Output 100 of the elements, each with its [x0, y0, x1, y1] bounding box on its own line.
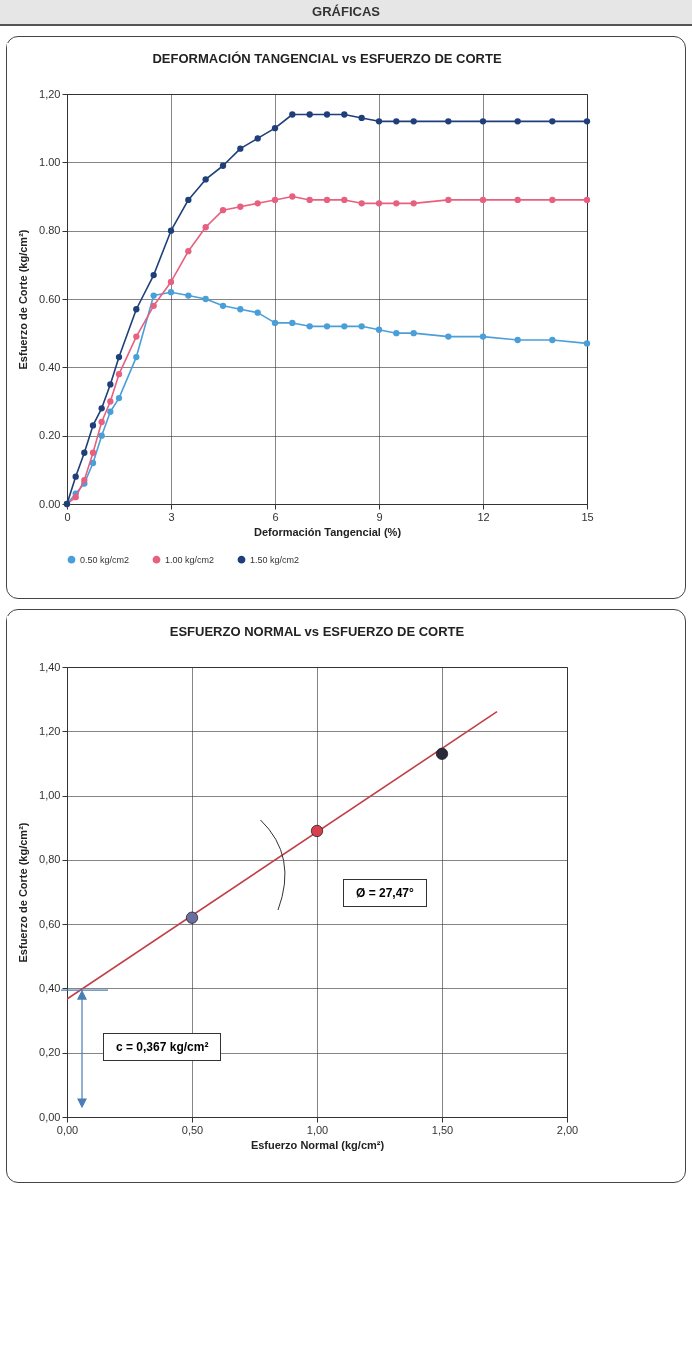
- point: [72, 494, 79, 501]
- point: [341, 196, 348, 204]
- point: [549, 336, 556, 344]
- y-tick-label: 0.60: [39, 292, 61, 305]
- legend-label: 1.50 kg/cm2: [250, 554, 300, 565]
- point: [219, 162, 227, 169]
- x-axis-title: Deformación Tangencial (%): [253, 525, 402, 538]
- chart-title: ESFUERZO NORMAL vs ESFUERZO DE CORTE: [169, 624, 465, 639]
- point: [219, 302, 227, 309]
- point: [323, 323, 331, 330]
- legend-label: 1.00 kg/cm2: [165, 554, 215, 565]
- point: [479, 333, 487, 340]
- point: [410, 200, 417, 207]
- chart-title: DEFORMACIÓN TANGENCIAL vs ESFUERZO DE CORTE: [152, 51, 502, 66]
- x-tick-label: 9: [376, 510, 383, 523]
- point: [310, 824, 324, 838]
- x-tick-label: 1,50: [431, 1123, 454, 1136]
- point: [150, 302, 157, 309]
- point: [289, 193, 296, 200]
- point: [133, 353, 140, 361]
- point: [271, 319, 279, 327]
- point: [393, 200, 400, 207]
- point: [289, 319, 296, 327]
- x-tick-label: 12: [477, 510, 490, 523]
- legend-label: 0.50 kg/cm2: [80, 554, 130, 565]
- point: [514, 336, 521, 344]
- point: [81, 476, 88, 484]
- point: [237, 306, 244, 313]
- point: [115, 353, 123, 361]
- point: [583, 340, 591, 347]
- point: [375, 118, 383, 125]
- point: [133, 306, 140, 313]
- point: [89, 422, 97, 429]
- x-tick-label: 6: [272, 510, 279, 523]
- y-tick-label: 0,40: [39, 981, 61, 994]
- annotation: Ø = 27,47°: [343, 878, 427, 907]
- y-tick-label: 0,00: [39, 1110, 61, 1123]
- point: [185, 248, 192, 255]
- y-tick-label: 0.20: [39, 429, 61, 442]
- x-tick-label: 2,00: [556, 1123, 579, 1136]
- point: [514, 196, 521, 204]
- point: [167, 278, 175, 286]
- point: [323, 111, 331, 118]
- point: [549, 118, 556, 125]
- point: [306, 111, 313, 118]
- point: [445, 196, 452, 204]
- y-tick-label: 0,20: [39, 1046, 61, 1059]
- point: [289, 111, 296, 118]
- y-axis-title: Esfuerzo de Corte (kg/cm²): [17, 822, 30, 963]
- point: [549, 196, 556, 204]
- point: [202, 295, 209, 303]
- point: [479, 196, 487, 204]
- point: [107, 381, 114, 388]
- y-tick-label: 0.40: [39, 360, 61, 373]
- y-tick-label: 0.00: [39, 497, 61, 510]
- point: [133, 333, 140, 340]
- point: [341, 323, 348, 330]
- point: [98, 432, 105, 439]
- point: [98, 405, 105, 412]
- y-tick-label: 1,40: [39, 660, 61, 673]
- point: [115, 371, 123, 378]
- point: [306, 323, 313, 330]
- point: [185, 911, 199, 924]
- y-tick-label: 1,20: [39, 87, 61, 100]
- point: [410, 118, 417, 125]
- point: [358, 114, 365, 122]
- text: GRÁFICAS: [0, 0, 692, 26]
- point: [115, 394, 123, 402]
- point: [445, 118, 452, 125]
- point: [167, 289, 175, 296]
- point: [583, 196, 591, 204]
- point: [583, 118, 591, 125]
- annotation: c = 0,367 kg/cm²: [103, 1032, 222, 1061]
- point: [72, 473, 79, 480]
- point: [89, 459, 97, 467]
- x-axis-title: Esfuerzo Normal (kg/cm²): [250, 1138, 385, 1151]
- point: [375, 326, 383, 333]
- point: [237, 203, 244, 210]
- y-tick-label: 0.80: [39, 224, 61, 237]
- x-tick-label: 3: [168, 510, 175, 523]
- point: [107, 408, 114, 415]
- x-tick-label: 0,00: [56, 1123, 79, 1136]
- point: [306, 196, 313, 204]
- y-tick-label: 0,80: [39, 853, 61, 866]
- point: [254, 135, 261, 142]
- point: [89, 449, 97, 456]
- point: [375, 200, 383, 207]
- point: [410, 330, 417, 337]
- point: [185, 292, 192, 299]
- y-axis-title: Esfuerzo de Corte (kg/cm²): [17, 229, 30, 370]
- point: [479, 118, 487, 125]
- y-tick-label: 1,00: [39, 789, 61, 802]
- point: [514, 118, 521, 125]
- point: [254, 200, 261, 207]
- point: [167, 227, 175, 234]
- point: [202, 224, 209, 231]
- point: [219, 207, 227, 214]
- point: [271, 125, 279, 132]
- point: [150, 271, 157, 279]
- point: [202, 176, 209, 183]
